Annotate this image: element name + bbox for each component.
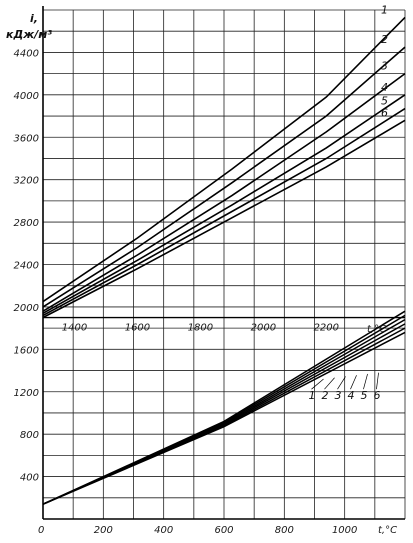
x-tick-label-lower: 400	[154, 525, 173, 536]
series-6-lower	[42, 331, 406, 505]
curve-label-upper: 5	[381, 95, 388, 108]
y-axis-label: i,	[30, 12, 38, 25]
y-tick-label: 4000	[14, 91, 39, 102]
y-tick-label: 1600	[14, 345, 39, 356]
x-tick-label-lower: 1000	[332, 525, 357, 536]
series-1-upper	[42, 16, 406, 303]
y-tick-label: 2000	[14, 303, 39, 314]
y-tick-label: 800	[20, 430, 39, 441]
series-4-upper	[42, 94, 406, 314]
series-lines	[42, 16, 406, 505]
series-5-upper	[42, 107, 406, 317]
series-6-upper	[42, 119, 406, 319]
x-tick-label-upper: 2200	[314, 323, 339, 334]
curve-leader-line	[324, 377, 335, 390]
upper-x-axis-label: t,°C	[367, 324, 386, 335]
curve-label-upper: 1	[381, 3, 388, 16]
series-3-upper	[42, 72, 406, 312]
curve-label-lower: 4	[347, 389, 354, 402]
y-tick-label: 400	[20, 473, 39, 484]
y-tick-label: 2800	[14, 218, 39, 229]
curve-leader-line	[337, 376, 346, 390]
curve-leader-line	[311, 378, 324, 390]
curve-label-lower: 5	[360, 389, 367, 402]
y-tick-label: 3600	[14, 133, 39, 144]
tick-labels: 4008001200160020002400280032003600400044…	[14, 48, 358, 536]
curve-label-lower: 6	[373, 389, 380, 402]
curve-label-lower: 2	[321, 389, 328, 402]
x-tick-label-lower: 600	[214, 525, 233, 536]
y-axis-unit: кДж/м³	[6, 28, 52, 41]
y-tick-label: 4400	[14, 48, 39, 59]
curve-label-lower: 1	[308, 389, 315, 402]
curve-label-upper: 6	[381, 106, 388, 119]
axes	[42, 6, 405, 520]
x-zero-label: 0	[38, 525, 44, 536]
x-tick-label-upper: 1600	[125, 323, 150, 334]
y-tick-label: 3200	[14, 176, 39, 187]
series-2-upper	[42, 46, 406, 308]
curve-label-lower: 3	[334, 389, 341, 402]
curve-leader-line	[350, 375, 357, 390]
x-tick-label-upper: 1800	[188, 323, 213, 334]
curve-label-upper: 2	[381, 33, 388, 46]
curve-label-upper: 3	[381, 60, 388, 73]
x-tick-label-upper: 2000	[251, 323, 276, 334]
lower-x-axis-label: t,°C	[378, 525, 397, 536]
y-tick-label: 2400	[14, 261, 39, 272]
x-tick-label-lower: 800	[275, 525, 294, 536]
curve-leader-line	[363, 373, 368, 390]
y-tick-label: 1200	[14, 388, 39, 399]
curve-leader-line	[376, 372, 379, 390]
x-tick-label-upper: 1400	[62, 323, 87, 334]
curve-label-upper: 4	[381, 81, 388, 94]
x-tick-label-lower: 200	[94, 525, 113, 536]
